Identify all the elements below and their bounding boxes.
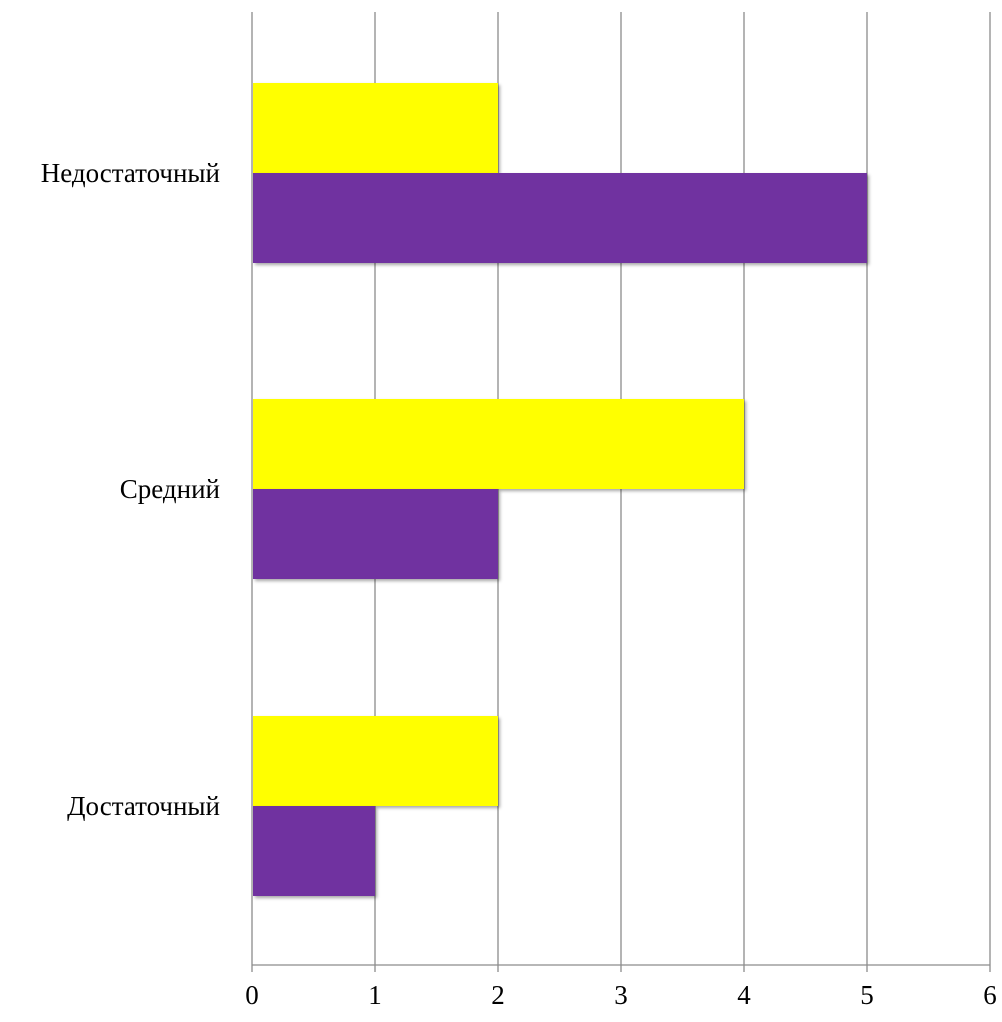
category-label: Достаточный xyxy=(67,791,220,821)
bar-3-series-1 xyxy=(253,716,498,806)
x-tick-label: 3 xyxy=(614,980,628,1010)
bar-2-series-2 xyxy=(253,489,498,579)
bar-1-series-2 xyxy=(253,173,867,263)
bar-2-series-1 xyxy=(253,399,744,489)
x-tick-label: 0 xyxy=(245,980,259,1010)
category-label: Недостаточный xyxy=(41,158,220,188)
x-tick-label: 5 xyxy=(860,980,874,1010)
labels: 0 1 2 3 4 5 6 Недостаточный Средний Достаточный xyxy=(41,158,997,1010)
x-tick-label: 1 xyxy=(368,980,382,1010)
x-tick-label: 2 xyxy=(491,980,505,1010)
bar-3-series-2 xyxy=(253,806,375,896)
bar-1-series-1 xyxy=(253,83,498,173)
x-tick-label: 4 xyxy=(737,980,751,1010)
axes xyxy=(251,12,991,972)
bars xyxy=(253,83,867,896)
x-tick-label: 6 xyxy=(983,980,997,1010)
category-label: Средний xyxy=(120,474,220,504)
